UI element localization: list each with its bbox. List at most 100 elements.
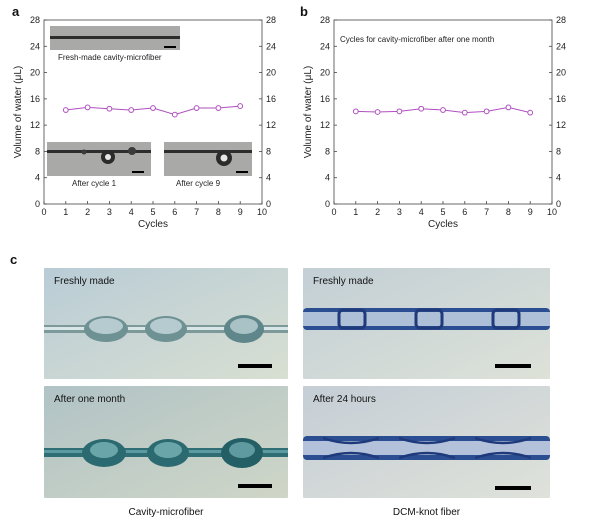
data-point (62, 107, 69, 113)
y-tick-label-right: 12 (266, 120, 276, 130)
annotation-fresh: Fresh-made cavity-microfiber (58, 53, 162, 62)
y-tick-label: 16 (30, 94, 40, 104)
annotation-cycle1: After cycle 1 (72, 179, 117, 188)
inset-cycle9-micrograph (164, 142, 252, 176)
data-point (193, 105, 200, 111)
y-tick-label: 20 (320, 68, 330, 78)
x-axis-label: Cycles (138, 219, 168, 230)
x-tick-label: 10 (547, 207, 557, 217)
y-tick-label-right: 20 (266, 68, 276, 78)
data-point (396, 108, 403, 115)
y-tick-label-right: 0 (266, 199, 271, 209)
label-dcm-fresh: Freshly made (313, 276, 374, 287)
x-tick-label: 2 (85, 207, 90, 217)
y-tick-label-right: 8 (266, 146, 271, 156)
y-tick-label-right: 4 (556, 173, 561, 183)
data-point (171, 111, 178, 118)
y-tick-label-right: 24 (556, 41, 566, 51)
x-tick-label: 6 (172, 207, 177, 217)
y-tick-label: 24 (30, 41, 40, 51)
y-tick-label: 0 (35, 199, 40, 209)
data-point (418, 105, 425, 112)
annotation-cycle9: After cycle 9 (176, 179, 221, 188)
annotation-title: Cycles for cavity-microfiber after one m… (340, 35, 494, 44)
y-tick-label-right: 28 (266, 15, 276, 25)
y-tick-label: 0 (325, 199, 330, 209)
data-point (374, 109, 381, 115)
x-tick-label: 3 (107, 207, 112, 217)
scale-bar (238, 484, 272, 488)
photo-dcm-24h: After 24 hours (303, 386, 550, 498)
x-tick-label: 4 (129, 207, 134, 217)
label-cavity-fresh: Freshly made (54, 276, 115, 287)
data-point (527, 109, 534, 116)
data-point (352, 108, 359, 115)
label-cavity-month: After one month (54, 394, 126, 405)
y-tick-label-right: 12 (556, 120, 566, 130)
x-tick-label: 1 (353, 207, 358, 217)
y-tick-label: 12 (30, 120, 40, 130)
caption-cavity-microfiber: Cavity-microfiber (128, 507, 204, 518)
data-point (84, 104, 91, 111)
y-tick-label: 16 (320, 94, 330, 104)
label-dcm-24h: After 24 hours (313, 394, 376, 405)
data-point (106, 105, 113, 112)
x-tick-label: 9 (528, 207, 533, 217)
data-point (150, 105, 156, 111)
x-tick-label: 8 (506, 207, 511, 217)
y-tick-label-right: 28 (556, 15, 566, 25)
data-point (505, 104, 512, 111)
x-tick-label: 5 (150, 207, 155, 217)
caption-dcm-knot-fiber: DCM-knot fiber (392, 507, 461, 518)
y-tick-label: 24 (320, 41, 330, 51)
data-point (128, 107, 135, 113)
y-tick-label: 28 (30, 15, 40, 25)
y-tick-label: 4 (325, 173, 330, 183)
x-tick-label: 6 (462, 207, 467, 217)
data-point (461, 109, 468, 116)
x-tick-label: 3 (397, 207, 402, 217)
y-tick-label-right: 8 (556, 146, 561, 156)
y-tick-label: 8 (35, 146, 40, 156)
x-tick-label: 4 (419, 207, 424, 217)
x-tick-label: 7 (194, 207, 199, 217)
x-tick-label: 10 (257, 207, 267, 217)
y-tick-label-right: 16 (266, 94, 276, 104)
x-tick-label: 1 (63, 207, 68, 217)
panel-label-b: b (300, 4, 308, 19)
y-tick-label-right: 4 (266, 173, 271, 183)
panel-label-a: a (12, 4, 20, 19)
x-axis-label: Cycles (428, 219, 458, 230)
x-tick-label: 9 (238, 207, 243, 217)
data-point (440, 107, 446, 113)
data-point (237, 103, 244, 109)
y-tick-label: 20 (30, 68, 40, 78)
y-tick-label-right: 0 (556, 199, 561, 209)
photo-cavity-month: After one month (44, 386, 288, 498)
x-tick-label: 8 (216, 207, 221, 217)
y-tick-label: 28 (320, 15, 330, 25)
scale-bar (238, 364, 272, 368)
data-point (215, 105, 222, 111)
inset-cycle1-micrograph (47, 142, 151, 176)
y-tick-label: 8 (325, 146, 330, 156)
x-tick-label: 7 (484, 207, 489, 217)
y-tick-label: 4 (35, 173, 40, 183)
data-point (483, 108, 490, 115)
y-tick-label-right: 24 (266, 41, 276, 51)
y-tick-label-right: 20 (556, 68, 566, 78)
scale-bar (495, 486, 531, 490)
inset-fresh-micrograph (50, 26, 180, 50)
y-axis-label: Volume of water (μL) (303, 66, 314, 158)
x-tick-label: 5 (440, 207, 445, 217)
y-axis-label: Volume of water (μL) (13, 66, 24, 158)
x-tick-label: 0 (331, 207, 336, 217)
panel-label-c: c (10, 252, 18, 267)
y-tick-label-right: 16 (556, 94, 566, 104)
scale-bar (495, 364, 531, 368)
x-tick-label: 2 (375, 207, 380, 217)
photo-cavity-fresh: Freshly made (44, 268, 288, 379)
